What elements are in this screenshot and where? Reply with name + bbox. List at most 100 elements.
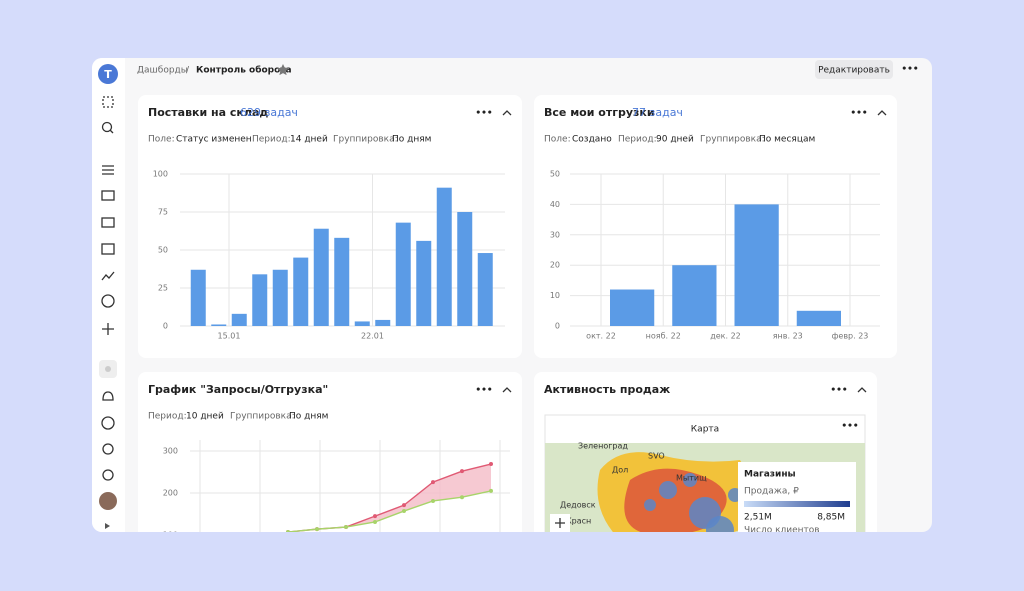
x-tick-label: 15.01 [218, 332, 241, 341]
breadcrumb-separator: / [186, 66, 190, 76]
bar [293, 257, 309, 326]
place-label: Красн [566, 517, 591, 526]
place-label: Дол [612, 466, 628, 475]
x-tick-label: 22.01 [361, 332, 384, 341]
bar [272, 269, 288, 326]
bar [734, 204, 779, 326]
y-tick-label: 100 [153, 170, 168, 179]
breadcrumb-parent[interactable]: Дашборды [137, 66, 188, 76]
filter-label: Группировка: [333, 135, 398, 145]
widget-menu[interactable]: ••• [830, 386, 847, 396]
filter-value[interactable]: 14 дней [290, 135, 328, 145]
legend-box [738, 462, 856, 532]
point [489, 488, 493, 493]
widget-menu[interactable]: ••• [475, 386, 492, 396]
y-tick-label: 40 [550, 200, 560, 209]
legend-size-metric: Число клиентов [744, 526, 820, 536]
store [706, 516, 734, 532]
collapse[interactable] [877, 110, 887, 116]
logo[interactable] [98, 64, 118, 84]
y-tick-label: 100 [163, 531, 178, 540]
legend-min: 2,51M [744, 513, 772, 523]
bar [375, 319, 391, 326]
y-tick-label: 50 [158, 246, 168, 255]
bar [477, 253, 493, 326]
star[interactable] [277, 64, 289, 76]
map-header: Карта [691, 425, 719, 435]
map-menu[interactable]: ••• [841, 422, 858, 432]
filter-value[interactable]: По дням [289, 412, 328, 422]
collapse[interactable] [857, 387, 867, 393]
y-tick-label: 30 [550, 230, 560, 239]
legend-gradient [744, 501, 850, 507]
point [315, 527, 319, 532]
point [373, 519, 377, 524]
legend-max: 8,85M [817, 513, 845, 523]
widget-menu[interactable]: ••• [850, 109, 867, 119]
place-label: Дедовск [560, 501, 596, 510]
filter-value[interactable]: 90 дней [656, 135, 694, 145]
bar [334, 237, 350, 326]
area-between [288, 464, 491, 532]
point [431, 480, 435, 485]
widget-card [138, 372, 522, 532]
filter-value[interactable]: Создано [572, 135, 612, 145]
place-label: SVO [648, 452, 665, 461]
bar [211, 324, 227, 326]
y-tick-label: 0 [163, 322, 168, 331]
widget-title: Активность продаж [544, 383, 670, 396]
point [431, 498, 435, 503]
filter-label: Группировка: [700, 135, 765, 145]
legend-metric: Продажа, ₽ [744, 487, 799, 497]
menu-dots[interactable]: ••• [901, 65, 918, 75]
bar [796, 310, 841, 326]
widget-count[interactable]: 629 задач [240, 106, 298, 119]
point [344, 525, 348, 530]
bar [252, 274, 268, 326]
bar [395, 222, 411, 326]
y-tick-label: 10 [550, 291, 560, 300]
bar [416, 240, 432, 326]
edit-button[interactable] [815, 60, 893, 79]
y-tick-label: 25 [158, 284, 168, 293]
filter-value[interactable]: 10 дней [186, 412, 224, 422]
point [489, 462, 493, 467]
filter-label: Поле: [148, 135, 175, 145]
x-tick-label: окт. 22 [586, 332, 616, 341]
line [287, 490, 492, 532]
edit-button-label[interactable]: Редактировать [818, 66, 890, 76]
widget-menu[interactable]: ••• [475, 109, 492, 119]
x-tick-label: дек. 22 [710, 332, 741, 341]
point [373, 514, 377, 519]
breadcrumb-current: Контроль оборота [196, 65, 292, 76]
widget-count[interactable]: 77 задач [632, 106, 683, 119]
point [460, 469, 464, 474]
bar [190, 269, 206, 326]
point [286, 530, 290, 532]
collapse[interactable] [502, 110, 512, 116]
filter-value[interactable]: По месяцам [759, 135, 815, 145]
point [460, 495, 464, 500]
y-tick-label: 50 [550, 170, 560, 179]
collapse[interactable] [502, 387, 512, 393]
zoom-plus[interactable] [555, 518, 565, 528]
y-tick-label: 0 [555, 322, 560, 331]
bar [313, 228, 329, 326]
bar [436, 187, 452, 326]
bar [354, 321, 370, 326]
place-label: Зеленоград [578, 442, 628, 451]
bar [672, 265, 717, 326]
bar [231, 313, 247, 326]
filter-value[interactable]: Статус изменен [176, 135, 252, 145]
widget-title: График "Запросы/Отгрузка" [148, 383, 328, 396]
filter-label: Период: [148, 412, 187, 422]
sidebar-icons[interactable] [99, 96, 117, 529]
widget-title: Поставки на склад [148, 106, 268, 119]
y-tick-label: 300 [163, 447, 178, 456]
filter-value[interactable]: По дням [392, 135, 431, 145]
x-tick-label: янв. 23 [773, 332, 803, 341]
point [402, 509, 406, 514]
x-tick-label: февр. 23 [832, 332, 869, 341]
filter-label: Группировка: [230, 412, 295, 422]
